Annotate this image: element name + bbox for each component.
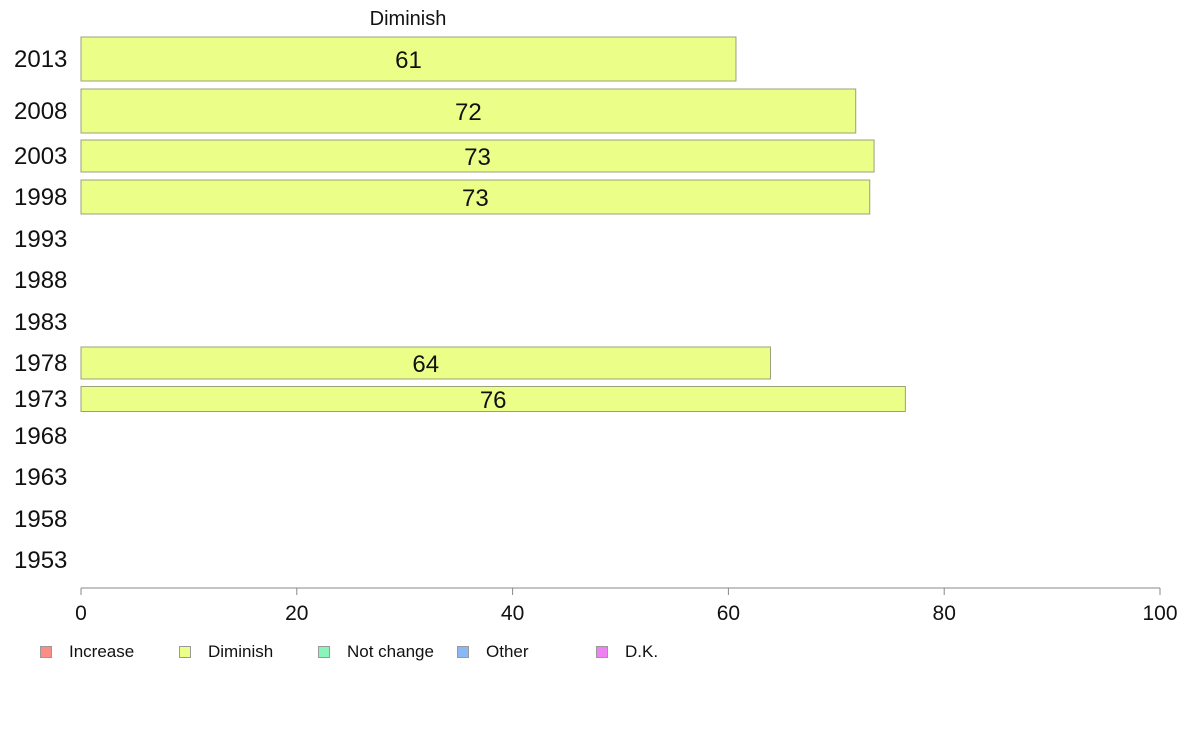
- legend-item: Other: [457, 642, 529, 662]
- x-tick-label: 40: [501, 602, 524, 625]
- legend-label: Not change: [347, 642, 434, 661]
- x-tick-label: 100: [1142, 602, 1177, 625]
- legend-swatch: [318, 646, 330, 658]
- bar: [80, 386, 906, 412]
- bar: [80, 346, 771, 380]
- legend-swatch: [40, 646, 52, 658]
- x-tick-label: 20: [285, 602, 308, 625]
- legend-item: Increase: [40, 642, 134, 662]
- y-tick-label: 1953: [14, 547, 67, 574]
- legend-label: Diminish: [208, 642, 274, 661]
- legend-label: D.K.: [625, 642, 659, 661]
- y-tick-label: 1993: [14, 226, 67, 253]
- legend: Increase Diminish Not change Other D.K.: [0, 642, 1188, 666]
- bar-chart: Diminish 2013 2008 2003 1998 1993 1988 1983 197…: [14, 8, 1178, 625]
- y-tick-label: 1988: [14, 267, 67, 294]
- legend-item: Not change: [318, 642, 434, 662]
- legend-swatch: [179, 646, 191, 658]
- y-tick-label: 2008: [14, 98, 67, 125]
- bar-value-label: 64: [412, 351, 439, 378]
- legend-item: Diminish: [179, 642, 273, 662]
- x-tick-label: 60: [717, 602, 740, 625]
- x-tick-label: 0: [75, 602, 87, 625]
- y-tick-label: 1983: [14, 309, 67, 336]
- y-tick-label: 1968: [14, 423, 67, 450]
- y-tick-label: 1978: [14, 350, 67, 377]
- y-tick-label: 2003: [14, 143, 67, 170]
- legend-label: Other: [486, 642, 529, 661]
- bar: [80, 36, 737, 82]
- bar-value-label: 61: [395, 47, 422, 74]
- bar-value-label: 73: [462, 185, 489, 212]
- legend-item: D.K.: [596, 642, 658, 662]
- bar: [80, 139, 875, 173]
- bar-value-label: 73: [464, 144, 491, 171]
- y-tick-label: 1958: [14, 506, 67, 533]
- bar: [80, 179, 871, 215]
- chart-title: Diminish: [370, 8, 447, 30]
- bar-value-label: 76: [480, 387, 507, 414]
- y-tick-label: 1973: [14, 386, 67, 413]
- y-tick-label: 1998: [14, 184, 67, 211]
- bar-value-label: 72: [455, 99, 482, 126]
- y-tick-label: 1963: [14, 464, 67, 491]
- x-tick-label: 80: [933, 602, 956, 625]
- legend-swatch: [596, 646, 608, 658]
- legend-swatch: [457, 646, 469, 658]
- bar: [80, 88, 857, 134]
- legend-label: Increase: [69, 642, 135, 661]
- y-tick-label: 2013: [14, 46, 67, 73]
